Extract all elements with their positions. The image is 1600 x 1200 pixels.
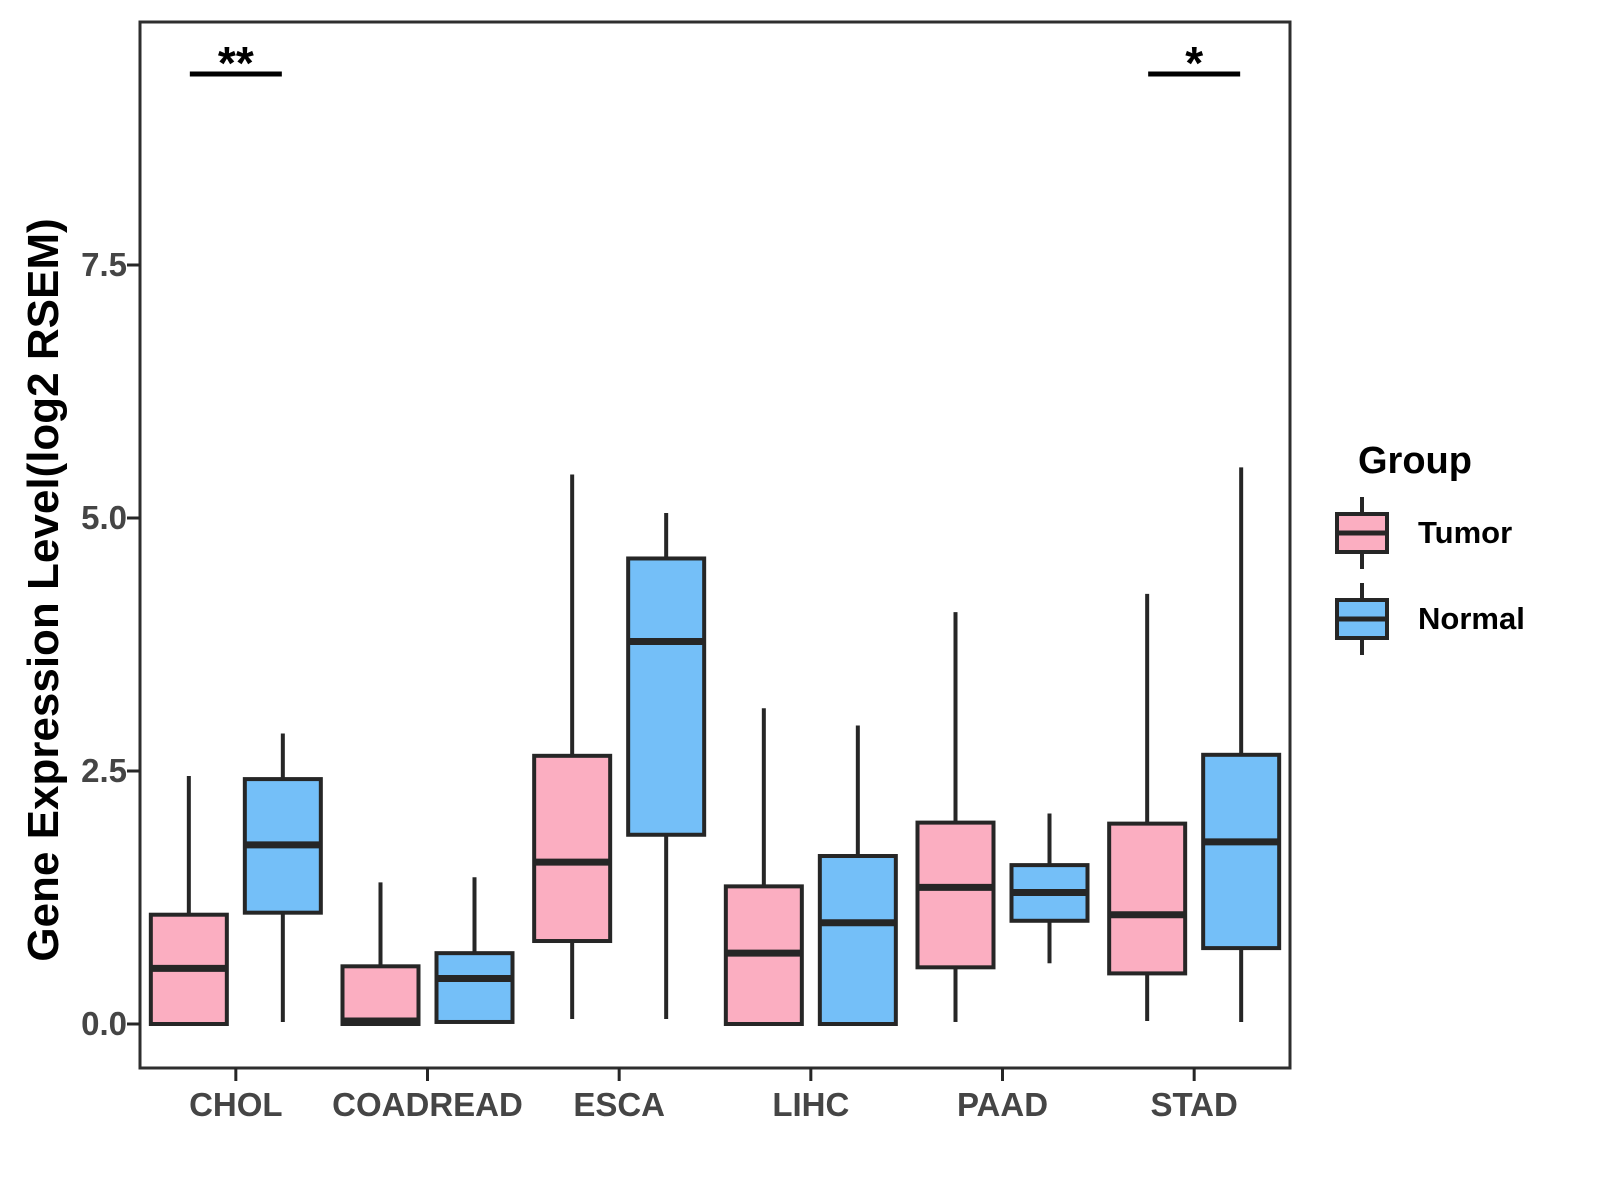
y-tick-label-7.5: 7.5 xyxy=(81,246,127,283)
legend-entries: Tumor Normal xyxy=(1330,497,1525,655)
x-tick-label-chol: CHOL xyxy=(189,1086,283,1123)
y-axis-title: Gene Expression Level(log2 RSEM) xyxy=(19,218,68,962)
y-tick-label-0.0: 0.0 xyxy=(81,1005,127,1042)
box-lihc-normal xyxy=(817,854,898,1026)
box-stad-tumor xyxy=(1107,821,1188,976)
x-tick-label-lihc: LIHC xyxy=(772,1086,850,1123)
box-coadread-normal xyxy=(434,951,515,1024)
x-tick-label-esca: ESCA xyxy=(573,1086,665,1123)
box-esca-tumor xyxy=(532,753,613,944)
legend-title: Group xyxy=(1358,440,1472,482)
boxplot-glyph-icon xyxy=(1335,583,1389,655)
box-paad-tumor xyxy=(915,820,996,970)
box-coadread-tumor xyxy=(340,964,421,1026)
box-esca-normal xyxy=(626,556,707,837)
box-stad-normal xyxy=(1201,752,1282,951)
legend-entry-tumor: Tumor xyxy=(1330,497,1525,569)
x-tick-label-paad: PAAD xyxy=(956,1086,1049,1123)
y-tick-label-2.5: 2.5 xyxy=(81,752,127,789)
y-tick-label-5.0: 5.0 xyxy=(81,499,127,536)
boxplot-glyph-icon xyxy=(1335,497,1389,569)
x-tick-label-stad: STAD xyxy=(1150,1086,1238,1123)
legend: Group Tumor Normal xyxy=(1330,440,1525,655)
legend-label-tumor: Tumor xyxy=(1418,515,1513,550)
x-tick-label-coadread: COADREAD xyxy=(332,1086,523,1123)
plot-panel xyxy=(138,20,1292,1070)
legend-label-normal: Normal xyxy=(1418,601,1525,636)
significance-asterisk-chol: ** xyxy=(217,37,254,89)
significance-asterisk-stad: * xyxy=(1185,37,1204,89)
legend-entry-normal: Normal xyxy=(1330,583,1525,655)
